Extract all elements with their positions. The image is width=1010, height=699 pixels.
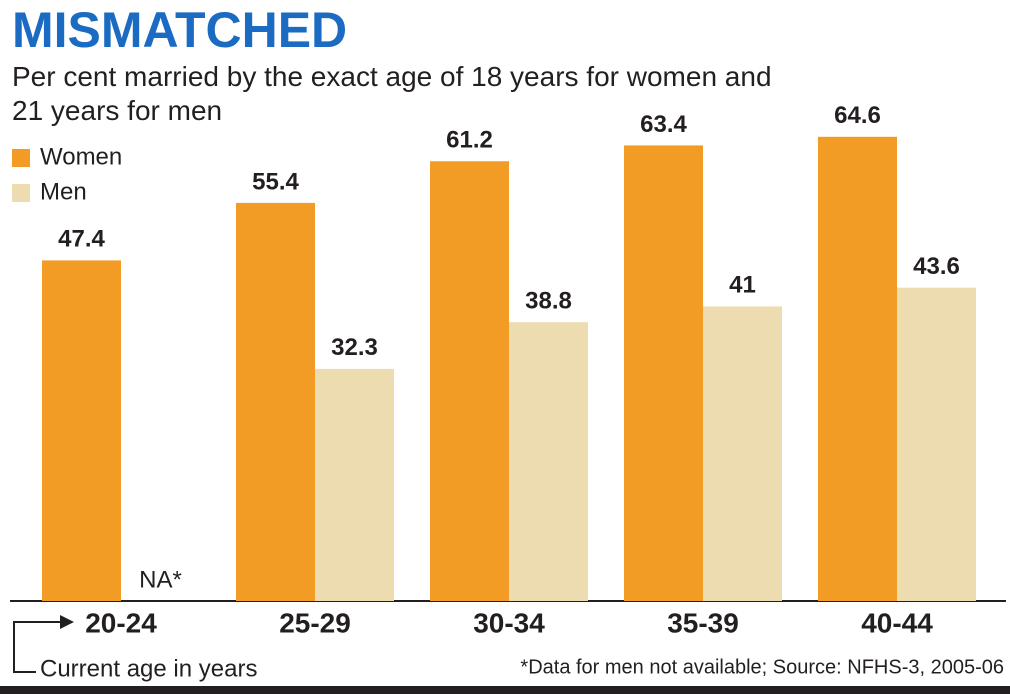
- x-axis-label: Current age in years: [40, 655, 257, 682]
- data-label: 41: [729, 272, 756, 299]
- bar: [703, 306, 782, 601]
- bar: [430, 161, 509, 601]
- bar: [315, 368, 394, 601]
- data-label: 64.6: [834, 102, 881, 129]
- bar: [818, 136, 897, 601]
- legend-swatch: [12, 184, 30, 202]
- bar: [509, 322, 588, 601]
- data-label: 47.4: [58, 226, 105, 253]
- bar: [236, 202, 315, 601]
- data-label: 43.6: [913, 253, 960, 280]
- x-tick-label: 30-34: [473, 607, 545, 638]
- x-tick-label: 40-44: [861, 607, 933, 638]
- chart-subtitle: Per cent married by the exact age of 18 …: [12, 61, 772, 126]
- data-label: 55.4: [252, 168, 299, 195]
- legend-label: Men: [40, 178, 87, 205]
- footnote: *Data for men not available; Source: NFH…: [520, 656, 1004, 678]
- bar: [42, 260, 121, 601]
- data-label: 32.3: [331, 334, 378, 361]
- legend-label: Women: [40, 143, 122, 170]
- data-label: 63.4: [640, 111, 687, 138]
- chart-title: MISMATCHED: [12, 2, 347, 58]
- legend-swatch: [12, 149, 30, 167]
- bracket: [13, 621, 60, 673]
- x-tick-label: 35-39: [667, 607, 739, 638]
- bar: [624, 145, 703, 601]
- subtitle-box: Per cent married by the exact age of 18 …: [12, 61, 772, 126]
- data-label: NA*: [139, 566, 182, 593]
- bar: [897, 287, 976, 601]
- x-tick-label: 20-24: [85, 607, 157, 638]
- data-label: 38.8: [525, 288, 572, 315]
- x-tick-label: 25-29: [279, 607, 351, 638]
- data-label: 61.2: [446, 127, 493, 154]
- bottom-rule: [0, 686, 1010, 694]
- arrow-head: [60, 615, 74, 629]
